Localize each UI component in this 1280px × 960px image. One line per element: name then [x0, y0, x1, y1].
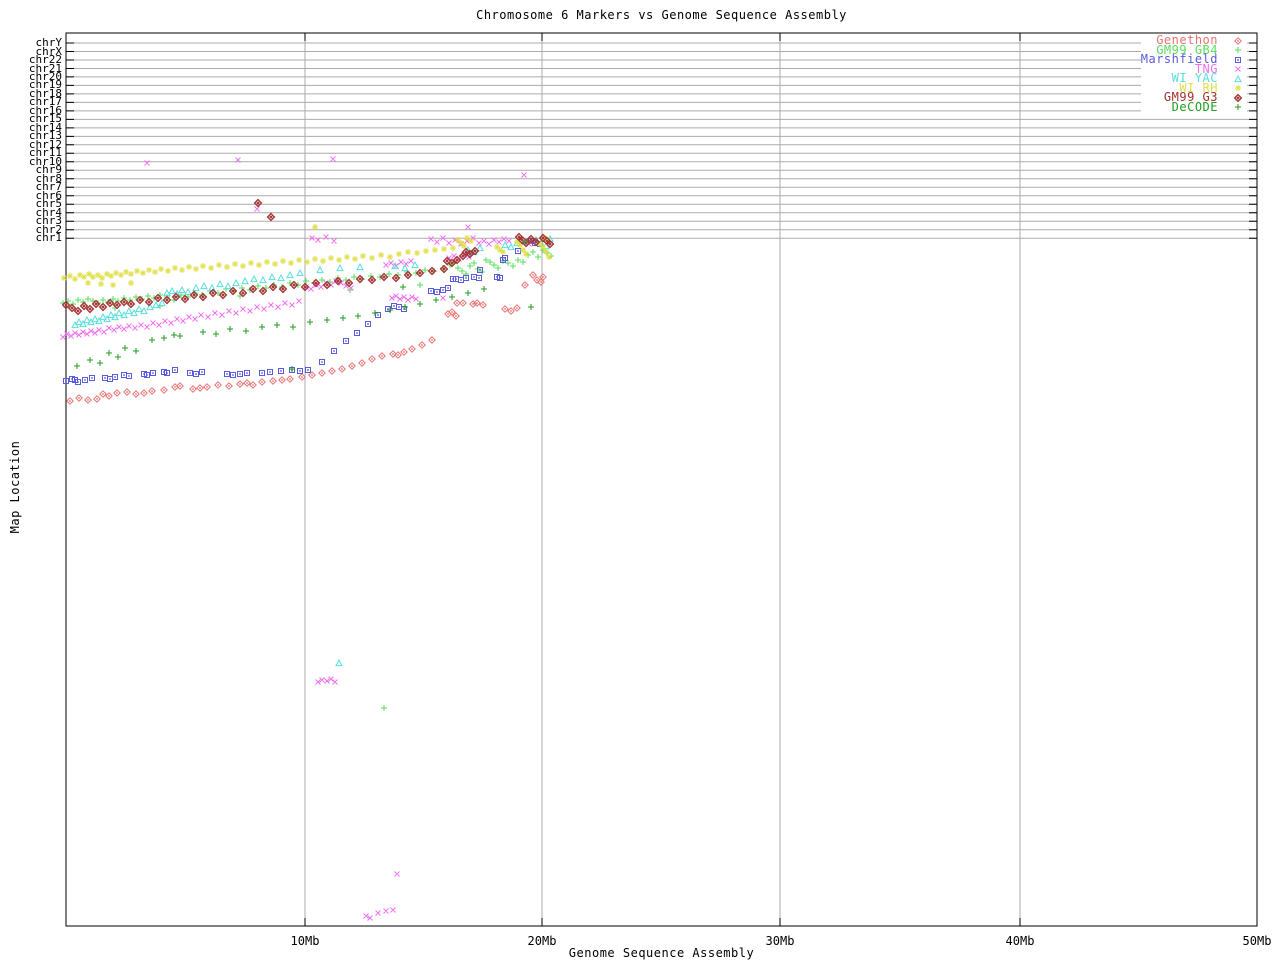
legend-item-wi-rh: WI RH: [1140, 80, 1247, 95]
cross-marker-icon: [1235, 66, 1241, 73]
y-tick-chr14: chr14: [28, 120, 62, 134]
series-gm99-g3: [61, 198, 555, 316]
y-tick-chr9: chr9: [35, 163, 63, 177]
x-tick-10Mb: 10Mb: [290, 934, 320, 948]
x-tick-20Mb: 20Mb: [527, 934, 557, 948]
x-axis-label: Genome Sequence Assembly: [568, 946, 755, 960]
diamond-marker-icon: [1234, 36, 1242, 45]
x-tick-50Mb: 50Mb: [1242, 934, 1272, 948]
y-tick-chrX: chrX: [35, 44, 63, 58]
y-tick-chr3: chr3: [35, 214, 63, 228]
legend-label: Marshfield: [1140, 52, 1218, 67]
series-wi-yac: [71, 234, 554, 667]
legend-label: DeCODE: [1171, 99, 1218, 114]
legend-item-tng: TNG: [1140, 61, 1247, 76]
y-tick-chrY: chrY: [35, 36, 63, 49]
y-tick-chr16: chr16: [28, 103, 62, 117]
y-tick-chr17: chr17: [28, 95, 62, 109]
chart-title: Chromosome 6 Markers vs Genome Sequence …: [476, 8, 847, 22]
legend-item-genethon: Genethon: [1140, 33, 1247, 48]
y-tick-chr10: chr10: [28, 154, 62, 168]
series-gm99-gb4: [60, 247, 554, 711]
legend-item-wi-yac: WI YAC: [1140, 71, 1247, 86]
y-axis-label: Map Location: [8, 440, 22, 534]
y-tick-chr18: chr18: [28, 86, 62, 100]
legend-item-marshfield: Marshfield: [1140, 52, 1247, 67]
legend-item-decode: DeCODE: [1140, 99, 1247, 114]
legend: Genethon GM99 GB4 Marshfield TNG WI YAC WI RH…: [1140, 33, 1247, 114]
y-tick-chr13: chr13: [28, 129, 62, 143]
diamond2-marker-icon: [1233, 93, 1243, 103]
y-tick-chr21: chr21: [28, 61, 62, 75]
legend-label: TNG: [1194, 61, 1218, 76]
triangle-marker-icon: [1234, 74, 1242, 82]
y-tick-chr2: chr2: [35, 222, 63, 236]
legend-label: GM99 GB4: [1156, 42, 1218, 57]
y-tick-chr7: chr7: [35, 180, 63, 194]
legend-item-gm99-gb4: GM99 GB4: [1140, 42, 1247, 57]
legend-item-gm99-g3: GM99 G3: [1140, 90, 1247, 105]
x-tick-30Mb: 30Mb: [765, 934, 795, 948]
y-tick-chr6: chr6: [35, 188, 63, 202]
y-tick-chr11: chr11: [28, 146, 62, 160]
y-tick-chr1: chr1: [35, 231, 63, 245]
legend-label: GM99 G3: [1163, 90, 1218, 105]
series-decode: [74, 239, 534, 372]
legend-label: Genethon: [1156, 33, 1218, 48]
y-tick-chr20: chr20: [28, 69, 62, 83]
series-marshfield: [63, 238, 543, 385]
series-genethon: [66, 271, 547, 405]
y-tick-chr15: chr15: [28, 112, 62, 126]
x-tick-40Mb: 40Mb: [1005, 934, 1035, 948]
y-tick-chr12: chr12: [28, 137, 62, 151]
legend-label: WI YAC: [1171, 71, 1218, 86]
y-tick-chr8: chr8: [35, 171, 63, 185]
square-marker-icon: [1235, 56, 1241, 63]
y-tick-chr19: chr19: [28, 78, 62, 92]
plus-marker-icon: [1235, 104, 1241, 111]
y-tick-chr4: chr4: [35, 205, 63, 219]
y-tick-chr22: chr22: [28, 53, 62, 66]
series-wi-rh: [61, 224, 552, 288]
legend-label: WI RH: [1179, 80, 1218, 95]
y-tick-chr5: chr5: [35, 197, 63, 211]
plus-marker-icon: [1235, 47, 1241, 54]
star-marker-icon: [1235, 85, 1241, 92]
